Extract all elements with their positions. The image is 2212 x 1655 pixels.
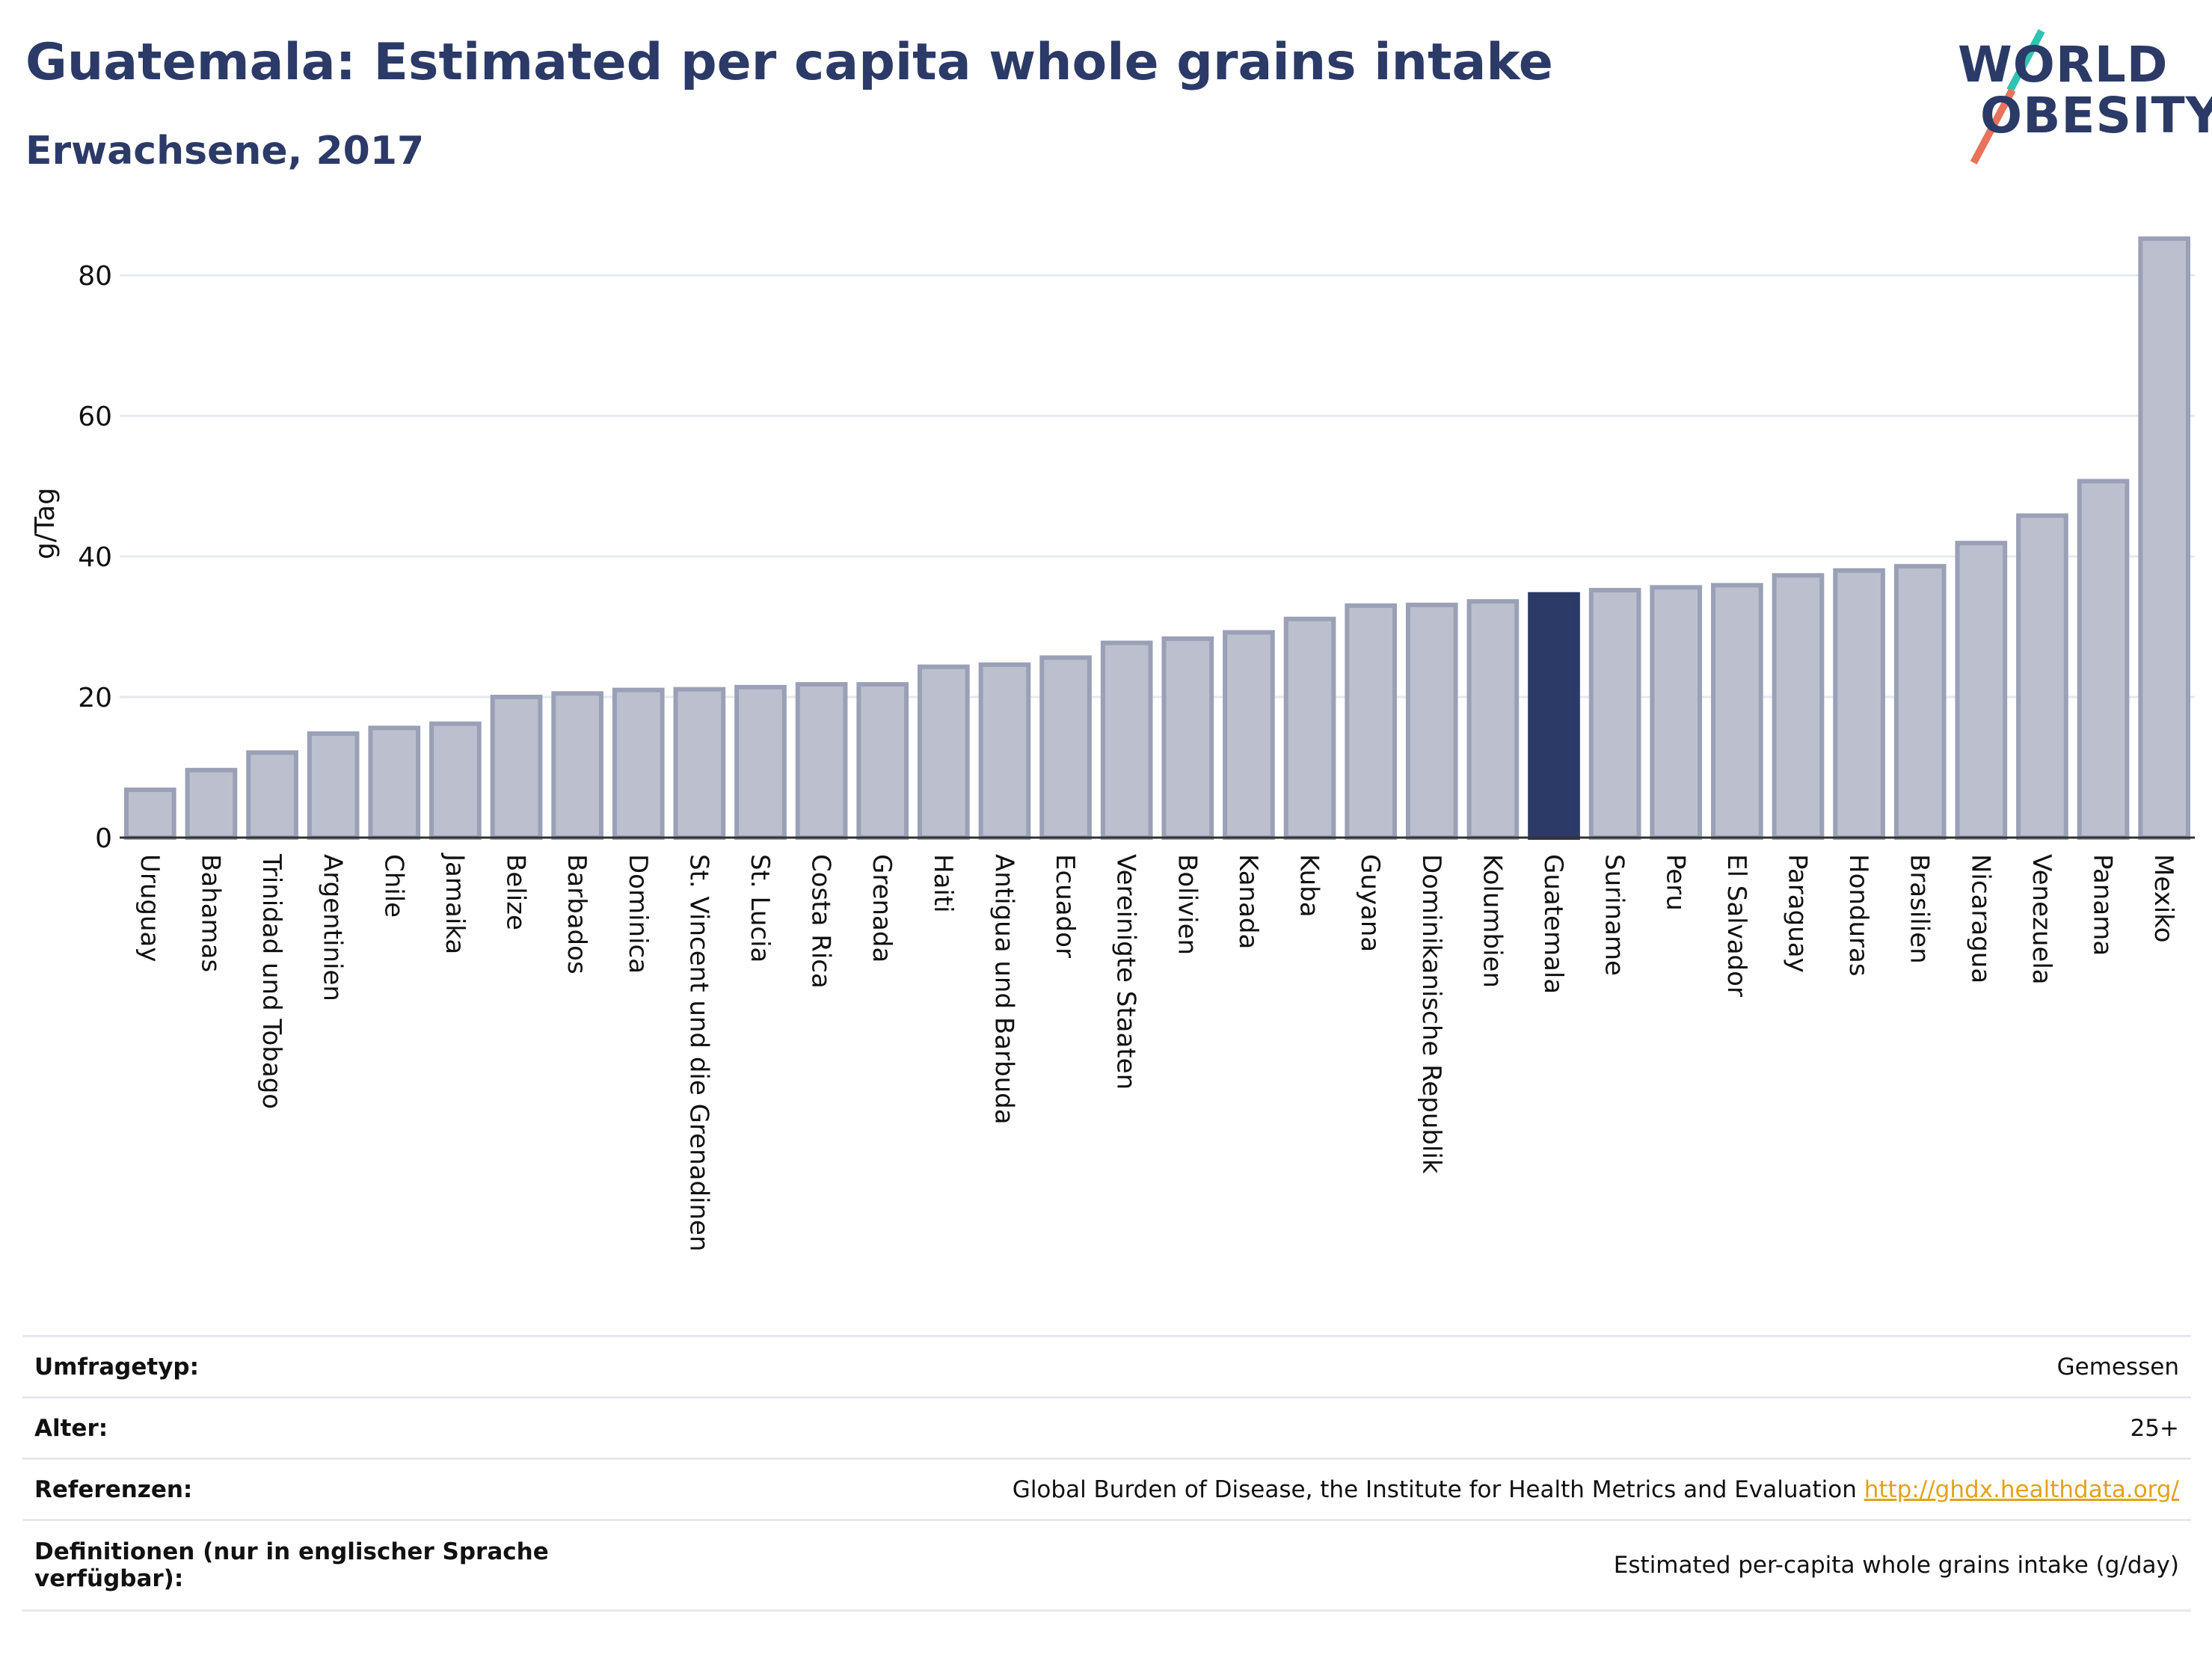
bar-highlighted: [1528, 592, 1580, 840]
bar: [2016, 513, 2068, 840]
bar: [123, 787, 176, 840]
x-tick-label: Bahamas: [195, 854, 225, 972]
bar: [734, 684, 787, 841]
bar: [1893, 564, 1947, 840]
bar: [918, 664, 970, 841]
x-tick-label: Antigua und Barbuda: [989, 854, 1019, 1125]
bar: [1345, 603, 1397, 840]
bar-chart: 0 20 40 60 80 Uruguay Bahamas Trinidad und Tob…: [30, 236, 2195, 1252]
bar: [795, 682, 848, 841]
x-tick-label: Honduras: [1843, 854, 1873, 977]
x-tick-label: Chile: [378, 854, 408, 918]
reference-link[interactable]: http://ghdx.healthdata.org/: [1864, 1476, 2179, 1503]
info-key: Umfragetyp:: [22, 1335, 570, 1398]
x-tick-label: Kolumbien: [1477, 854, 1507, 988]
bar: [185, 767, 238, 841]
bar: [612, 687, 665, 840]
x-tick-label: St. Lucia: [745, 854, 775, 962]
bar: [429, 721, 482, 840]
y-tick-label: 40: [78, 542, 112, 573]
x-tick-label: St. Vincent und die Grenadinen: [683, 854, 713, 1252]
x-tick-label: Mexiko: [2148, 854, 2178, 943]
bar: [673, 687, 726, 840]
x-tick-label: Kanada: [1233, 854, 1263, 949]
bar: [1772, 573, 1825, 840]
logo-text-line-2: OBESITY: [1980, 87, 2212, 144]
info-value: Gemessen: [570, 1335, 2191, 1398]
y-tick-label: 60: [78, 402, 112, 432]
x-tick-label: Peru: [1660, 854, 1690, 911]
bar: [1283, 616, 1336, 840]
bar: [2077, 479, 2130, 840]
page-title: Guatemala: Estimated per capita whole gr…: [25, 33, 1553, 92]
bar: [1955, 541, 2008, 840]
info-key: Referenzen:: [22, 1458, 570, 1520]
x-tick-label: Vereinigte Staaten: [1111, 854, 1141, 1090]
bar: [1039, 655, 1092, 840]
bar: [490, 695, 543, 840]
x-tick-label: Argentinien: [318, 854, 348, 1001]
x-tick-label: Brasilien: [1905, 854, 1935, 964]
y-tick-label: 80: [78, 261, 112, 292]
logo-text-line-1: WORLD: [1958, 36, 2169, 93]
bar: [1650, 585, 1703, 840]
x-tick-label: Barbados: [562, 854, 592, 974]
bar: [1466, 599, 1520, 840]
x-tick-label: Paraguay: [1782, 854, 1812, 973]
info-row-references: Referenzen: Global Burden of Disease, th…: [22, 1458, 2191, 1520]
world-obesity-logo: WORLD OBESITY: [1944, 22, 2212, 165]
x-tick-label: Trinidad und Tobago: [256, 853, 286, 1109]
bar: [1405, 602, 1458, 840]
x-tick-label: Costa Rica: [806, 854, 836, 989]
x-tick-label: Guyana: [1355, 854, 1385, 952]
x-tick-label: Suriname: [1600, 854, 1629, 976]
info-row-definitions: Definitionen (nur in englischer Sprache …: [22, 1519, 2191, 1612]
bar: [246, 750, 298, 841]
x-tick-label: Belize: [501, 854, 531, 930]
bar: [2138, 236, 2191, 840]
bar: [1833, 568, 1885, 840]
x-tick-label: Ecuador: [1050, 854, 1080, 958]
page-subtitle: Erwachsene, 2017: [25, 129, 425, 174]
bar: [1161, 636, 1214, 840]
info-value: Global Burden of Disease, the Institute …: [570, 1458, 2191, 1520]
y-tick-label: 20: [78, 683, 112, 713]
info-row-survey-type: Umfragetyp: Gemessen: [22, 1335, 2191, 1398]
bar: [1588, 588, 1641, 840]
bar: [307, 731, 360, 840]
x-tick-label: Panama: [2088, 854, 2118, 956]
bar: [1223, 630, 1275, 841]
info-value: 25+: [570, 1396, 2191, 1459]
bar: [1711, 583, 1763, 840]
x-tick-label: Uruguay: [135, 854, 165, 962]
x-tick-label: Nicaragua: [1965, 854, 1995, 983]
reference-text: Global Burden of Disease, the Institute …: [1012, 1476, 1857, 1503]
bar: [856, 682, 909, 841]
x-tick-label: Kuba: [1294, 854, 1324, 918]
x-tick-label: Dominica: [623, 854, 653, 974]
info-key: Definitionen (nur in englischer Sprache …: [22, 1519, 570, 1612]
x-tick-label: El Salvador: [1721, 854, 1751, 997]
info-table: Umfragetyp: Gemessen Alter: 25+ Referenz…: [22, 1335, 2191, 1612]
info-row-age: Alter: 25+: [22, 1396, 2191, 1459]
y-axis-ticks: 0 20 40 60 80: [78, 261, 112, 854]
y-axis-title: g/Tag: [30, 488, 61, 559]
x-axis-labels: Uruguay Bahamas Trinidad und Tobago Argenti…: [135, 853, 2178, 1252]
bar: [978, 662, 1031, 841]
x-tick-label: Dominikanische Republik: [1416, 854, 1446, 1174]
x-tick-label: Grenada: [867, 854, 897, 962]
info-value: Estimated per-capita whole grains intake…: [570, 1519, 2191, 1612]
x-tick-label: Bolivien: [1172, 854, 1202, 955]
x-tick-label: Haiti: [928, 854, 958, 913]
y-tick-label: 0: [95, 823, 112, 854]
info-key: Alter:: [22, 1396, 570, 1459]
x-tick-label: Venezuela: [2027, 854, 2056, 985]
bar: [551, 691, 603, 840]
x-tick-label: Jamaika: [440, 853, 470, 954]
x-tick-label: Guatemala: [1538, 854, 1568, 994]
bar: [1100, 640, 1153, 840]
bars: [123, 236, 2191, 841]
bar: [368, 725, 421, 840]
